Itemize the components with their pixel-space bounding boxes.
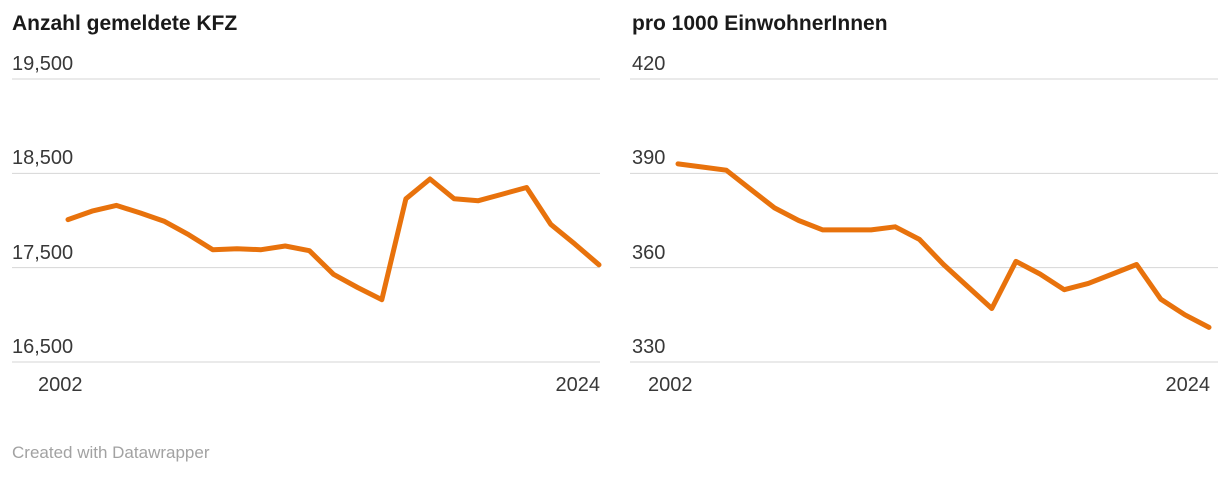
x-axis-right-chart: 2002 2024 [648, 374, 1210, 397]
data-series-line-left [65, 176, 602, 303]
x-axis-tick-label: 2024 [555, 374, 601, 396]
data-series-line-right [675, 161, 1212, 330]
x-axis-tick-label: 2024 [1165, 374, 1211, 396]
x-axis-left-chart: 2002 2024 [38, 374, 600, 397]
y-axis-tick-label: 16,500 [12, 336, 74, 358]
x-axis-tick-label: 2002 [38, 374, 83, 396]
chart-title-right: pro 1000 EinwohnerInnen [632, 12, 888, 35]
y-axis-tick-label: 420 [632, 53, 666, 75]
y-axis-tick-label: 390 [632, 147, 666, 169]
datawrapper-attribution: Created with Datawrapper [12, 443, 210, 462]
y-axis-tick-label: 17,500 [12, 242, 74, 264]
chart-title-left: Anzahl gemeldete KFZ [12, 12, 238, 35]
y-axis-tick-label: 18,500 [12, 147, 74, 169]
x-axis-tick-label: 2002 [648, 374, 693, 396]
y-axis-tick-label: 19,500 [12, 53, 74, 75]
y-axis-tick-label: 330 [632, 336, 666, 358]
y-axis-tick-label: 360 [632, 242, 666, 264]
